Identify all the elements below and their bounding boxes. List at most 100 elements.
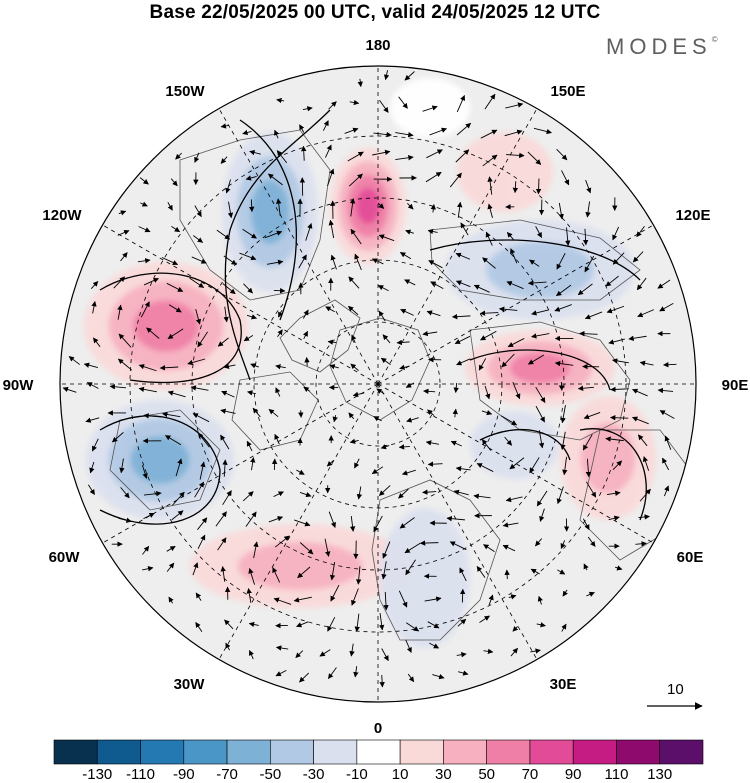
wind-vector (407, 673, 415, 683)
wind-vector (456, 652, 467, 658)
wind-vector (113, 276, 126, 289)
wind-vector (171, 510, 184, 521)
wind-vector (223, 363, 236, 369)
wind-vector (535, 538, 543, 547)
wind-vector (327, 667, 337, 680)
wind-vector (560, 431, 566, 451)
wind-vector (664, 485, 670, 497)
wind-vector (586, 481, 597, 498)
wind-vector (348, 276, 360, 289)
wind-vector (197, 517, 208, 530)
wind-vector (536, 490, 548, 507)
wind-vector (189, 277, 205, 288)
contour-7 (579, 428, 647, 521)
wind-vector (533, 127, 552, 135)
wind-vector (376, 388, 385, 395)
wind-vector (605, 275, 619, 287)
colorbar-swatch-14 (659, 739, 704, 765)
landmass-4 (429, 219, 641, 301)
wind-vector (222, 459, 228, 477)
wind-vector (246, 314, 258, 320)
wind-vector (428, 260, 443, 269)
polar-map: 180 150E 120E 90E 60E 30E 0 30W 60W 90W 120W 150W 1… (3, 37, 749, 737)
wind-vector (344, 127, 359, 134)
wind-vector (274, 535, 290, 548)
wind-vector (585, 179, 592, 194)
wind-vector (195, 308, 202, 325)
wind-vector (398, 488, 409, 499)
wind-vector (510, 647, 518, 657)
wind-vector (252, 407, 261, 418)
wind-vector (117, 358, 133, 371)
wind-vector (565, 227, 571, 246)
wind-vector (510, 248, 518, 264)
wind-vector (639, 360, 654, 366)
wind-vector (380, 357, 391, 365)
wind-vector (558, 202, 564, 220)
colorbar-swatch-3 (183, 739, 228, 765)
wind-vector (506, 281, 524, 290)
wind-vector (319, 649, 331, 657)
wind-vector (507, 338, 525, 348)
wind-vector (118, 333, 132, 348)
modes-logo: MODES© (606, 34, 718, 59)
wind-vector (455, 149, 470, 163)
anomaly-pos-okhotsk (457, 132, 553, 212)
wind-vector (498, 306, 518, 312)
wind-vector (272, 567, 281, 583)
longitude-label-7: 30W (174, 676, 206, 693)
wind-vector (197, 331, 208, 348)
colorbar-swatch-5 (270, 739, 314, 765)
colorbar-tick-labels: -130 -110 -90 -70 -50 -30 -10 10 30 50 70 90 110 130 (82, 766, 672, 783)
wind-vector (608, 338, 625, 345)
wind-vector (246, 588, 252, 603)
meridian-7 (218, 383, 379, 660)
wind-vector (383, 70, 390, 81)
wind-vector (248, 649, 254, 660)
wind-vector (250, 457, 256, 471)
colorbar-swatch-2 (140, 739, 185, 765)
contour-5 (469, 349, 611, 391)
wind-vector (220, 566, 226, 582)
wind-vector (349, 438, 359, 444)
meridian-2 (377, 224, 654, 385)
wind-vector (194, 205, 202, 218)
colorbar-swatch-4 (226, 739, 271, 765)
wind-vector (349, 516, 356, 532)
wind-vector (562, 589, 568, 597)
contour-6 (479, 428, 571, 461)
wind-vector (90, 280, 99, 289)
height-contours (99, 109, 647, 525)
wind-vector (224, 619, 234, 630)
longitude-label-4: 60E (677, 549, 704, 566)
wind-vector (482, 154, 498, 167)
wind-vector (305, 222, 313, 241)
wind-vector (446, 515, 465, 522)
colorbar-tick-8: 30 (435, 766, 452, 783)
wind-vector (326, 459, 334, 467)
wind-vector (664, 435, 672, 450)
wind-vector (501, 353, 515, 368)
wind-vector (349, 643, 355, 657)
landmass-0 (279, 299, 361, 373)
wind-vector (349, 198, 356, 217)
wind-vector (631, 416, 649, 425)
colorbar-swatch-7 (356, 739, 401, 765)
wind-vector (509, 457, 525, 470)
wind-vector (632, 388, 648, 397)
wind-vector (351, 588, 359, 606)
wind-vector (191, 256, 207, 264)
wind-vector (379, 100, 389, 113)
wind-vector (383, 591, 389, 611)
wind-vector (579, 330, 598, 337)
wind-vector (535, 178, 542, 195)
wind-vector (167, 202, 173, 211)
wind-vector (168, 304, 182, 313)
wind-vector (560, 540, 566, 549)
wind-vector (293, 596, 312, 603)
wind-vector (476, 463, 494, 472)
contour-1 (239, 119, 297, 321)
wind-vector (170, 178, 178, 187)
wind-vector (396, 339, 410, 346)
wind-vector (429, 127, 447, 136)
